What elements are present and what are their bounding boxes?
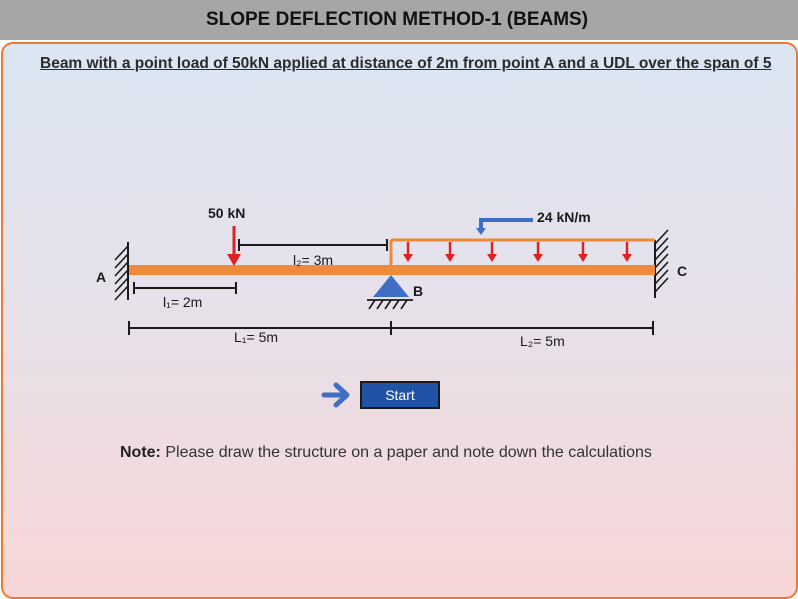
udl-load bbox=[389, 238, 655, 265]
label-a: A bbox=[96, 269, 106, 285]
start-button[interactable]: Start bbox=[360, 381, 440, 409]
dimension-l1 bbox=[133, 282, 237, 294]
span-l2-label: L₂= 5m bbox=[520, 333, 565, 349]
problem-heading: Beam with a point load of 50kN applied a… bbox=[40, 55, 772, 72]
pin-support-b bbox=[367, 275, 413, 310]
udl-pointer bbox=[476, 218, 533, 235]
beam-diagram: A C 50 kN l₂= 3m bbox=[96, 205, 687, 349]
note-label: Note: bbox=[120, 444, 161, 461]
span-l1-label: L₁= 5m bbox=[234, 329, 278, 345]
title-bar: SLOPE DEFLECTION METHOD-1 (BEAMS) bbox=[0, 0, 798, 40]
udl-label: 24 kN/m bbox=[537, 209, 591, 225]
dimension-l2 bbox=[238, 239, 388, 251]
span-dimension bbox=[128, 321, 654, 335]
fixed-support-a bbox=[114, 242, 129, 301]
arrow-right-icon bbox=[321, 382, 350, 408]
point-load-label: 50 kN bbox=[208, 205, 245, 221]
note-text: Note: Please draw the structure on a pap… bbox=[120, 444, 652, 462]
page-title: SLOPE DEFLECTION METHOD-1 (BEAMS) bbox=[205, 9, 589, 30]
point-load-arrow bbox=[227, 226, 241, 266]
label-b: B bbox=[413, 283, 423, 299]
fixed-support-c bbox=[654, 229, 669, 298]
beam bbox=[129, 265, 655, 275]
dim-l2-label: l₂= 3m bbox=[293, 252, 333, 268]
content-panel: Beam with a point load of 50kN applied a… bbox=[1, 42, 798, 599]
note-body: Please draw the structure on a paper and… bbox=[160, 444, 652, 461]
dim-l1-label: l₁= 2m bbox=[163, 294, 202, 310]
label-c: C bbox=[677, 263, 687, 279]
